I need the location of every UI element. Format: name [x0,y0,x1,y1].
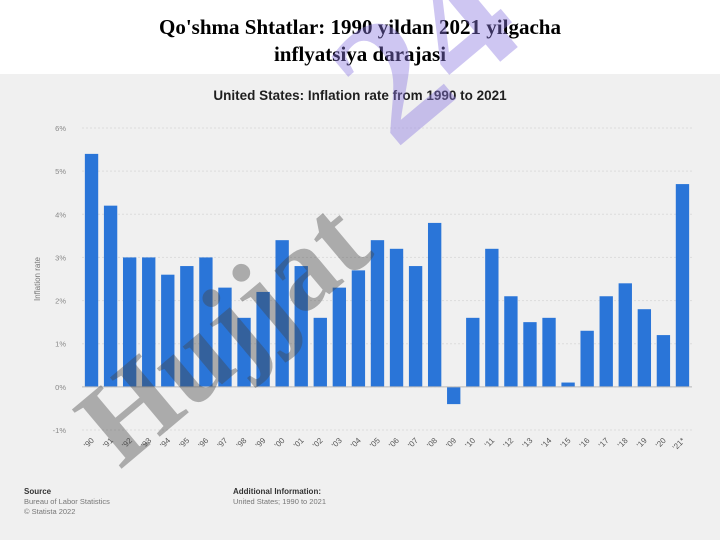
x-tick-label: '97 [216,436,230,450]
bar [637,309,652,387]
bar [675,184,690,387]
source-line-1: Bureau of Labor Statistics [24,497,110,506]
x-tick-label: '98 [235,436,249,450]
bar [332,287,347,387]
y-tick-label: 6% [55,124,66,133]
additional-info-label: Additional Information: [233,487,321,496]
slide-title-line-1: Qo'shma Shtatlar: 1990 yildan 2021 yilga… [159,15,561,39]
bar [84,153,99,387]
source-label: Source [24,487,52,496]
bar [466,317,480,387]
bar [294,266,308,387]
x-tick-label: '08 [425,436,439,450]
slide-title: Qo'shma Shtatlar: 1990 yildan 2021 yilga… [0,14,720,68]
slide-title-line-2: inflyatsiya darajasi [273,42,447,66]
bar [256,291,270,387]
bar [618,283,632,387]
y-tick-label: 5% [55,167,66,176]
bar [599,296,613,387]
bar [218,287,232,387]
bar [370,240,385,387]
bar [161,274,175,387]
bar [561,382,575,387]
bar [142,257,156,387]
x-tick-label: '90 [82,436,96,450]
x-tick-label: '15 [559,436,573,450]
y-tick-label: 4% [55,210,66,219]
y-tick-label: 1% [55,340,66,349]
y-tick-label: 3% [55,253,66,262]
x-tick-label: '12 [502,436,516,450]
x-tick-label: '16 [578,436,592,450]
bar [103,205,118,387]
y-axis-label: Inflation rate [33,256,42,301]
bar [447,386,461,405]
bar [275,240,289,387]
x-tick-label: '09 [444,436,458,450]
x-tick-label: '93 [139,436,153,450]
x-tick-label: '21* [671,436,687,452]
x-tick-label: '00 [273,436,287,450]
bar [580,330,594,387]
x-tick-label: '20 [654,436,668,450]
y-tick-label: 0% [55,383,66,392]
x-tick-label: '02 [311,436,325,450]
x-tick-label: '13 [521,436,535,450]
bar [237,317,251,387]
x-tick-label: '18 [616,436,630,450]
bar [485,248,499,387]
bar [351,270,366,387]
x-tick-label: '06 [387,436,401,450]
bar [313,317,327,387]
x-tick-label: '91 [101,436,115,450]
x-tick-label: '94 [158,436,172,450]
x-tick-label: '10 [463,436,477,450]
bar [504,296,518,387]
bar [656,335,671,387]
bar [199,257,213,387]
bar [389,248,404,387]
x-tick-label: '07 [406,436,420,450]
bar [542,317,556,387]
x-tick-label: '17 [597,436,611,450]
additional-info-line-1: United States; 1990 to 2021 [233,497,326,506]
bar [408,266,423,387]
bar [523,322,537,387]
bar [427,222,442,387]
x-tick-label: '96 [197,436,211,450]
x-tick-label: '95 [178,436,192,450]
x-tick-label: '19 [635,436,649,450]
y-tick-label: -1% [53,426,67,435]
x-tick-label: '11 [483,436,497,450]
x-tick-label: '01 [292,436,306,450]
bar [180,266,194,387]
chart-title: United States: Inflation rate from 1990 … [213,88,507,103]
x-tick-label: '05 [368,436,382,450]
x-tick-label: '99 [254,436,268,450]
bar [122,257,137,387]
x-tick-label: '14 [540,436,554,450]
source-line-2: © Statista 2022 [24,507,76,516]
y-tick-label: 2% [55,297,66,306]
x-tick-label: '03 [330,436,344,450]
x-tick-label: '04 [349,436,363,450]
x-tick-label: '92 [120,436,134,450]
